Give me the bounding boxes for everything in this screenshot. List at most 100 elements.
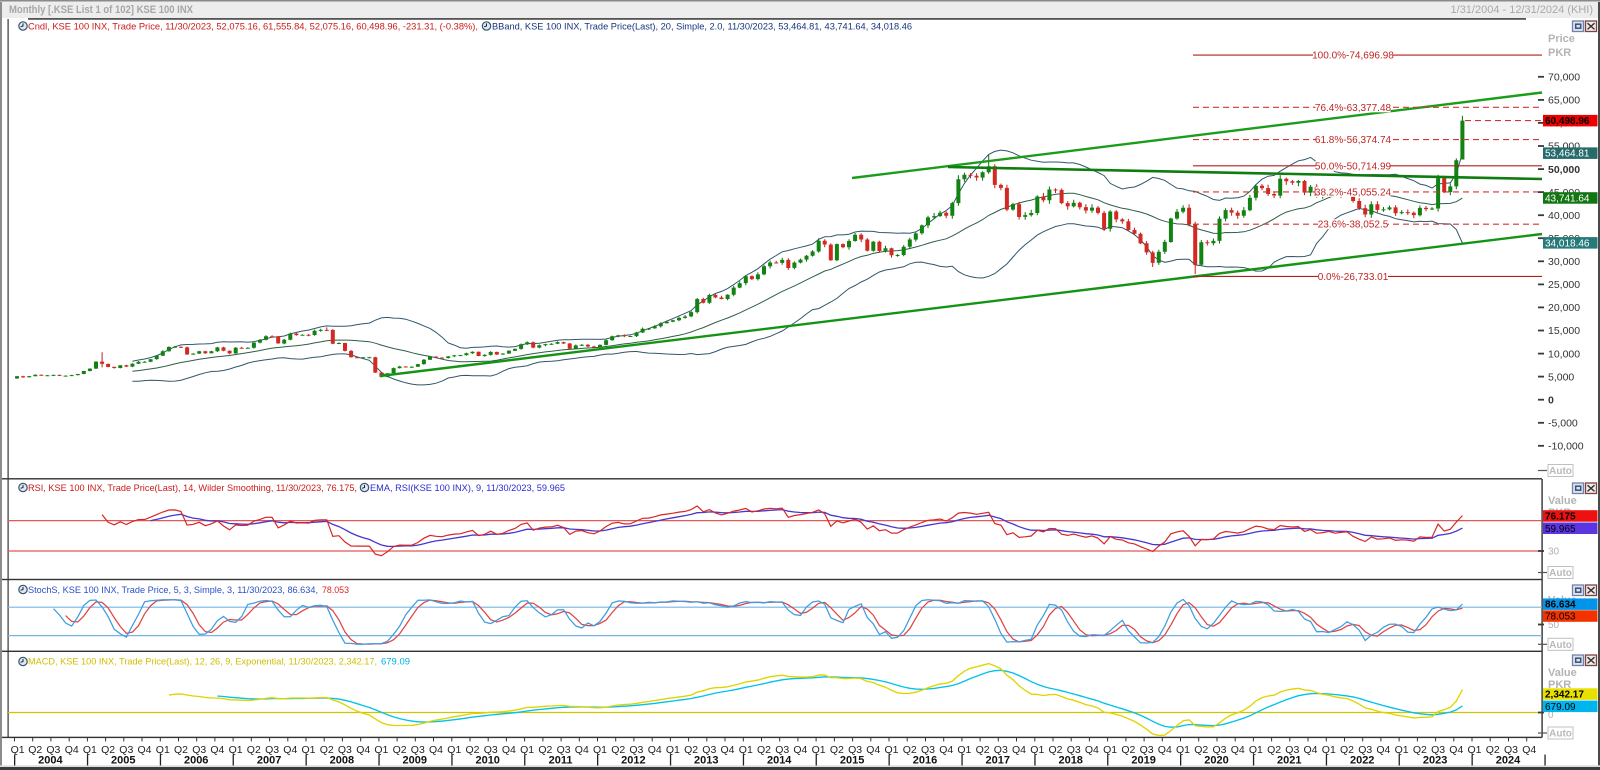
svg-text:Q1: Q1	[593, 744, 607, 756]
svg-text:Q3: Q3	[629, 744, 643, 756]
svg-text:2020: 2020	[1204, 755, 1228, 767]
svg-text:2016: 2016	[913, 755, 937, 767]
svg-text:Q2: Q2	[393, 744, 407, 756]
svg-text:10,000: 10,000	[1548, 348, 1580, 360]
svg-text:Q2: Q2	[976, 744, 990, 756]
svg-text:-5,000: -5,000	[1548, 418, 1578, 430]
svg-text:-10,000: -10,000	[1548, 441, 1584, 453]
svg-text:86.634: 86.634	[1545, 600, 1576, 611]
svg-text:43,741.64: 43,741.64	[1545, 194, 1590, 205]
svg-text:76.4%-63,377.48: 76.4%-63,377.48	[1315, 103, 1392, 114]
svg-text:Q2: Q2	[1121, 744, 1135, 756]
svg-text:Q1: Q1	[83, 744, 97, 756]
svg-text:2005: 2005	[111, 755, 135, 767]
svg-text:61.8%-56,374.74: 61.8%-56,374.74	[1315, 135, 1392, 146]
svg-text:Q3: Q3	[994, 744, 1008, 756]
svg-text:Q4: Q4	[429, 744, 443, 756]
svg-text:Q3: Q3	[848, 744, 862, 756]
svg-text:Q1: Q1	[520, 744, 534, 756]
svg-text:2021: 2021	[1277, 755, 1301, 767]
svg-text:Q3: Q3	[1140, 744, 1154, 756]
svg-text:34,018.46: 34,018.46	[1545, 238, 1590, 249]
svg-text:Q4: Q4	[1376, 744, 1390, 756]
svg-text:2,342.17: 2,342.17	[1545, 690, 1584, 701]
svg-text:Q3: Q3	[1504, 744, 1518, 756]
svg-text:Q3: Q3	[557, 744, 571, 756]
svg-text:70,000: 70,000	[1548, 72, 1580, 84]
svg-text:Q4: Q4	[575, 744, 589, 756]
svg-text:2013: 2013	[694, 755, 718, 767]
svg-text:Q4: Q4	[1449, 744, 1463, 756]
svg-text:Q4: Q4	[283, 744, 297, 756]
svg-text:Monthly [.KSE List 1 of 102] K: Monthly [.KSE List 1 of 102] KSE 100 INX	[9, 4, 194, 16]
svg-text:Q1: Q1	[374, 744, 388, 756]
svg-text:Q3: Q3	[1431, 744, 1445, 756]
svg-text:MACD, KSE 100 INX, Trade Price: MACD, KSE 100 INX, Trade Price(Last), 12…	[28, 657, 377, 668]
svg-text:15,000: 15,000	[1548, 325, 1580, 337]
svg-text:Q2: Q2	[1486, 744, 1500, 756]
svg-text:Auto: Auto	[1549, 466, 1572, 477]
svg-text:2011: 2011	[549, 755, 573, 767]
svg-text:65,000: 65,000	[1548, 95, 1580, 107]
svg-text:Cndl, KSE 100 INX, Trade Price: Cndl, KSE 100 INX, Trade Price, 11/30/20…	[28, 22, 478, 33]
svg-text:2008: 2008	[330, 755, 354, 767]
svg-text:Q3: Q3	[119, 744, 133, 756]
svg-text:0: 0	[1548, 710, 1554, 721]
svg-text:Q3: Q3	[702, 744, 716, 756]
svg-text:RSI, KSE 100 INX, Trade Price(: RSI, KSE 100 INX, Trade Price(Last), 14,…	[28, 483, 357, 494]
svg-text:Q2: Q2	[684, 744, 698, 756]
svg-text:38.2%-45,055.24: 38.2%-45,055.24	[1315, 187, 1392, 198]
svg-text:2012: 2012	[621, 755, 645, 767]
svg-text:Q1: Q1	[957, 744, 971, 756]
svg-text:Q1: Q1	[812, 744, 826, 756]
svg-text:100.0%-74,696.98: 100.0%-74,696.98	[1312, 51, 1394, 62]
svg-text:Q2: Q2	[1340, 744, 1354, 756]
svg-text:23.6%-38,052.5: 23.6%-38,052.5	[1318, 220, 1389, 231]
svg-text:2017: 2017	[986, 755, 1010, 767]
svg-text:Q3: Q3	[775, 744, 789, 756]
svg-text:Q4: Q4	[210, 744, 224, 756]
svg-text:2009: 2009	[403, 755, 427, 767]
svg-text:78.053: 78.053	[322, 585, 349, 596]
svg-text:50.0%-50,714.99: 50.0%-50,714.99	[1315, 161, 1392, 172]
svg-text:679.09: 679.09	[381, 657, 410, 668]
svg-text:Q4: Q4	[65, 744, 79, 756]
svg-text:0: 0	[1548, 394, 1554, 406]
svg-text:Q3: Q3	[1212, 744, 1226, 756]
svg-text:2019: 2019	[1131, 755, 1155, 767]
svg-text:Q2: Q2	[830, 744, 844, 756]
svg-text:Auto: Auto	[1549, 640, 1572, 651]
svg-text:2018: 2018	[1058, 755, 1082, 767]
svg-text:2007: 2007	[257, 755, 281, 767]
svg-text:2015: 2015	[840, 755, 864, 767]
svg-text:Q1: Q1	[447, 744, 461, 756]
svg-text:StochS, KSE 100 INX, Trade Pri: StochS, KSE 100 INX, Trade Price, 5, 3, …	[28, 585, 318, 596]
svg-text:Q1: Q1	[229, 744, 243, 756]
svg-text:Q3: Q3	[46, 744, 60, 756]
svg-text:78.053: 78.053	[1545, 612, 1576, 623]
svg-text:25,000: 25,000	[1548, 279, 1580, 291]
svg-text:Q2: Q2	[611, 744, 625, 756]
svg-text:30,000: 30,000	[1548, 256, 1580, 268]
svg-text:Q3: Q3	[484, 744, 498, 756]
svg-text:Q4: Q4	[356, 744, 370, 756]
svg-text:2024: 2024	[1496, 755, 1521, 767]
svg-text:Q1: Q1	[1103, 744, 1117, 756]
svg-text:59.965: 59.965	[1545, 524, 1576, 535]
svg-text:Q3: Q3	[921, 744, 935, 756]
svg-text:Q1: Q1	[1467, 744, 1481, 756]
svg-text:2004: 2004	[38, 755, 63, 767]
svg-text:Q2: Q2	[320, 744, 334, 756]
svg-text:2014: 2014	[767, 755, 792, 767]
svg-text:Q2: Q2	[1048, 744, 1062, 756]
svg-text:50,000: 50,000	[1548, 164, 1580, 176]
svg-text:76.175: 76.175	[1545, 512, 1576, 523]
svg-text:1/31/2004 - 12/31/2024 (KHI): 1/31/2004 - 12/31/2024 (KHI)	[1451, 4, 1593, 16]
svg-text:Q2: Q2	[903, 744, 917, 756]
svg-text:PKR: PKR	[1548, 47, 1571, 59]
svg-text:40,000: 40,000	[1548, 210, 1580, 222]
svg-text:Q2: Q2	[1413, 744, 1427, 756]
svg-text:Q4: Q4	[793, 744, 807, 756]
svg-text:Q2: Q2	[1194, 744, 1208, 756]
svg-text:2023: 2023	[1423, 755, 1447, 767]
